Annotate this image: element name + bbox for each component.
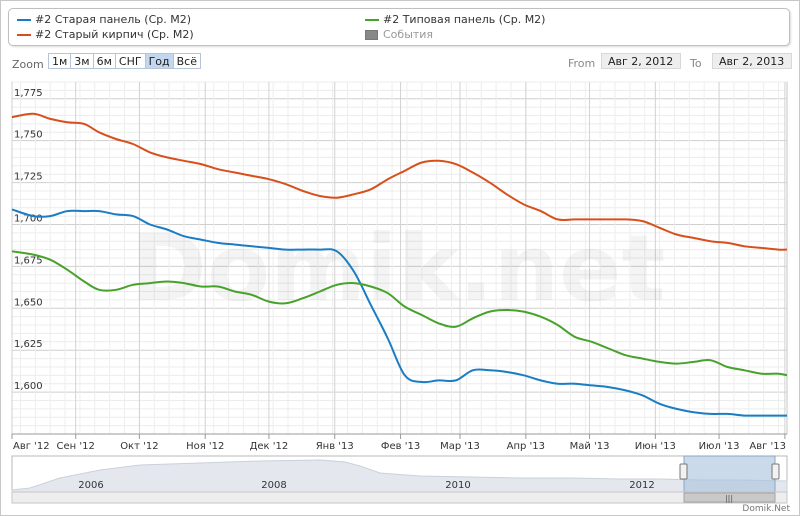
y-tick-label: 1,725 xyxy=(14,172,43,183)
y-tick-label: 1,700 xyxy=(14,213,43,224)
x-tick-label: Июн '13 xyxy=(635,441,676,452)
series-line-old-brick[interactable] xyxy=(11,112,788,251)
x-tick-label: Май '13 xyxy=(570,441,610,452)
zoom-3m-button[interactable]: 3м xyxy=(70,53,93,69)
zoom-1m-button[interactable]: 1м xyxy=(48,53,71,69)
y-tick-label: 1,750 xyxy=(14,130,43,141)
zoom-6m-button[interactable]: 6м xyxy=(92,53,115,69)
grid xyxy=(11,81,788,435)
legend-line-icon xyxy=(17,33,31,36)
x-tick-label: Ноя '12 xyxy=(186,441,224,452)
legend-line-icon xyxy=(17,18,31,21)
legend-item-old-brick[interactable]: #2 Старый кирпич (Ср. М2) xyxy=(17,28,194,41)
y-tick-label: 1,650 xyxy=(14,297,43,308)
credit-label: Domik.Net xyxy=(742,504,790,514)
legend-label: #2 Старый кирпич (Ср. М2) xyxy=(35,28,194,41)
navigator-year-label: 2010 xyxy=(445,480,470,491)
y-tick-label: 1,625 xyxy=(14,339,43,350)
watermark: Domik.net xyxy=(131,215,666,322)
scrollbar-track[interactable] xyxy=(11,491,788,504)
legend-item-events[interactable]: События xyxy=(365,28,433,41)
navigator-left-handle[interactable] xyxy=(679,463,688,480)
navigator-year-label: 2008 xyxy=(261,480,286,491)
zoom-buttons: 1м 3м 6м СНГ Год Всё xyxy=(48,53,201,69)
navigator-year-label: 2012 xyxy=(629,480,654,491)
x-tick-label: Фев '13 xyxy=(381,441,420,452)
y-axis: 1,600 1,625 1,650 1,675 1,700 1,725 1,750 1,775 xyxy=(14,88,43,392)
x-tick-label: Янв '13 xyxy=(316,441,354,452)
zoom-1y-button[interactable]: Год xyxy=(144,53,173,69)
events-box-icon xyxy=(365,29,378,40)
to-label: To xyxy=(690,57,702,70)
zoom-ytd-button[interactable]: СНГ xyxy=(114,53,145,69)
navigator-right-handle[interactable] xyxy=(771,463,780,480)
y-tick-label: 1,600 xyxy=(14,381,43,392)
legend: #2 Старая панель (Ср. М2) #2 Старый кирп… xyxy=(8,8,790,46)
series-line-old-panel[interactable] xyxy=(11,208,787,417)
from-date-input[interactable]: Авг 2, 2012 xyxy=(601,53,681,69)
x-tick-label: Мар '13 xyxy=(440,441,480,452)
x-tick-label: Дек '12 xyxy=(250,441,289,452)
x-axis: Авг '12 Сен '12 Окт '12 Ноя '12 Дек '12 Янв '… xyxy=(11,433,787,452)
x-tick-label: Авг '13 xyxy=(749,441,786,452)
legend-line-icon xyxy=(365,18,379,21)
x-tick-label: Авг '12 xyxy=(13,441,50,452)
legend-label: События xyxy=(383,28,434,41)
y-tick-label: 1,775 xyxy=(14,88,43,99)
navigator-year-label: 2006 xyxy=(78,480,103,491)
zoom-all-button[interactable]: Всё xyxy=(172,53,201,69)
y-tick-label: 1,675 xyxy=(14,255,43,266)
x-tick-label: Апр '13 xyxy=(507,441,545,452)
series-lines xyxy=(11,112,788,417)
legend-item-old-panel[interactable]: #2 Старая панель (Ср. М2) xyxy=(17,13,191,26)
series-line-typical-panel[interactable] xyxy=(11,250,788,377)
x-tick-label: Сен '12 xyxy=(57,441,95,452)
legend-item-typical-panel[interactable]: #2 Типовая панель (Ср. М2) xyxy=(365,13,545,26)
from-label: From xyxy=(568,57,596,70)
scrollbar-thumb[interactable] xyxy=(683,492,776,503)
navigator: ||| 2006 2008 2010 2012 xyxy=(11,455,788,504)
x-tick-label: Июл '13 xyxy=(699,441,740,452)
to-date-input[interactable]: Авг 2, 2013 xyxy=(712,53,792,69)
zoom-label: Zoom xyxy=(12,58,44,71)
legend-label: #2 Старая панель (Ср. М2) xyxy=(35,13,192,26)
navigator-selection[interactable] xyxy=(683,455,776,493)
x-tick-label: Окт '12 xyxy=(120,441,158,452)
scrollbar-grip-icon: ||| xyxy=(725,494,733,503)
legend-label: #2 Типовая панель (Ср. М2) xyxy=(383,13,546,26)
